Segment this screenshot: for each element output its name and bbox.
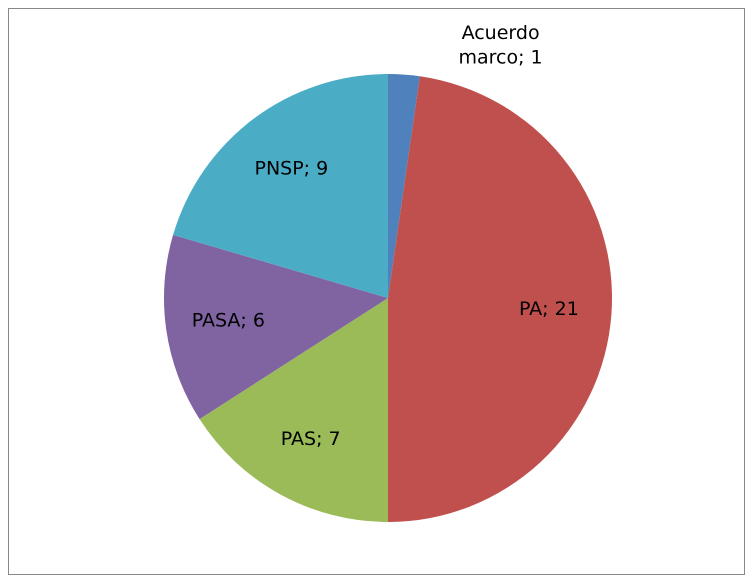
pie-slice xyxy=(388,76,613,522)
pie-slice xyxy=(173,74,388,298)
data-label: PA; 21 xyxy=(519,298,579,320)
data-label: PASA; 6 xyxy=(192,309,265,331)
data-label: Acuerdo marco; 1 xyxy=(458,21,542,68)
pie-slice xyxy=(164,234,388,420)
data-label-line: Acuerdo xyxy=(462,21,540,43)
data-label: PNSP; 9 xyxy=(254,157,328,179)
pie-slice xyxy=(388,74,420,298)
data-label-line: marco; 1 xyxy=(458,46,542,68)
pie-slice xyxy=(199,298,388,522)
data-label: PAS; 7 xyxy=(281,428,341,450)
